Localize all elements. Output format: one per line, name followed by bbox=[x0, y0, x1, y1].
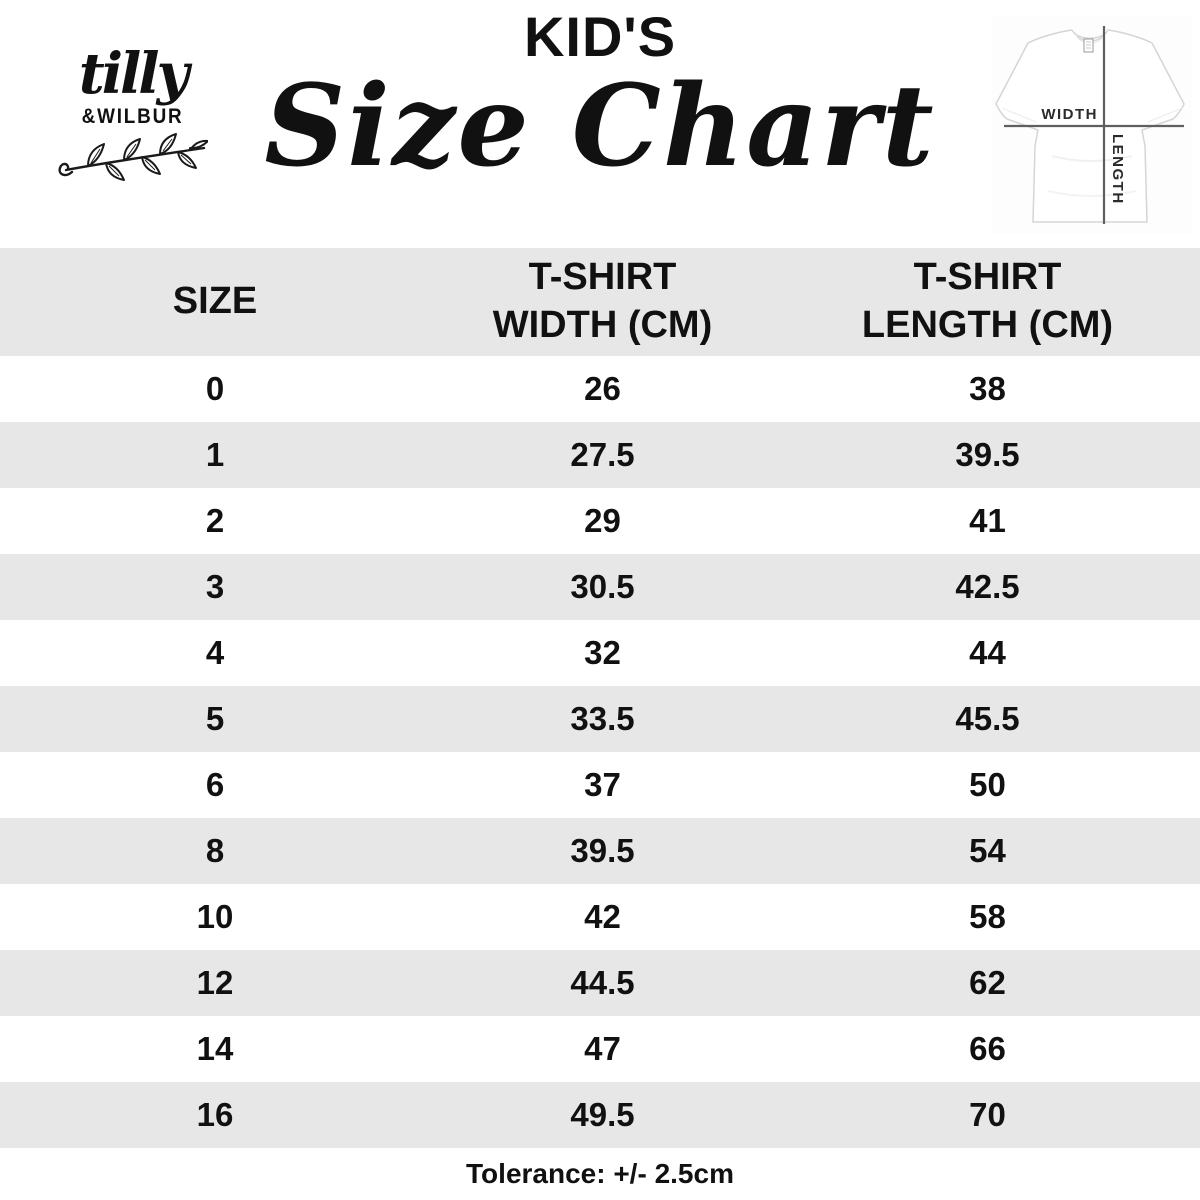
brand-name-script: tilly bbox=[78, 41, 189, 107]
table-row: 16 49.5 70 bbox=[0, 1082, 1200, 1148]
table-cell: 14 bbox=[196, 1030, 234, 1067]
column-header-size: SIZE bbox=[0, 248, 430, 356]
table-row: 3 30.5 42.5 bbox=[0, 554, 1200, 620]
table-cell: 45.5 bbox=[775, 686, 1200, 752]
table-row: 2 29 41 bbox=[0, 488, 1200, 554]
page-title: Size Chart bbox=[264, 60, 936, 192]
table-row: 6 37 50 bbox=[0, 752, 1200, 818]
table-cell: 10 bbox=[196, 898, 234, 935]
table-cell: 44 bbox=[969, 634, 1006, 671]
table-row: 12 44.5 62 bbox=[0, 950, 1200, 1016]
tshirt-measurement-diagram: WIDTH LENGTH bbox=[992, 16, 1192, 234]
table-cell: 8 bbox=[0, 818, 430, 884]
table-cell: 3 bbox=[0, 554, 430, 620]
table-cell: 1 bbox=[0, 422, 430, 488]
table-cell: 37 bbox=[584, 766, 621, 803]
table-row: 5 33.5 45.5 bbox=[0, 686, 1200, 752]
table-row: 0 26 38 bbox=[0, 356, 1200, 422]
size-table-body: 0 26 38 1 27.5 39.5 2 29 41 3 30.5 42.5 4 32 44 5 33.5 45… bbox=[0, 356, 1200, 1148]
table-cell: 44.5 bbox=[430, 950, 775, 1016]
table-row: 14 47 66 bbox=[0, 1016, 1200, 1082]
table-cell: 26 bbox=[584, 370, 621, 407]
table-cell: 42 bbox=[584, 898, 621, 935]
table-cell: 33.5 bbox=[430, 686, 775, 752]
table-cell: 49.5 bbox=[430, 1082, 775, 1148]
table-cell: 12 bbox=[0, 950, 430, 1016]
length-label: LENGTH bbox=[1109, 134, 1126, 205]
table-cell: 62 bbox=[775, 950, 1200, 1016]
neck-label bbox=[1083, 38, 1094, 53]
table-cell: 58 bbox=[969, 898, 1006, 935]
table-row: 8 39.5 54 bbox=[0, 818, 1200, 884]
table-cell: 41 bbox=[969, 502, 1006, 539]
table-cell: 47 bbox=[584, 1030, 621, 1067]
table-cell: 0 bbox=[205, 370, 225, 407]
column-header-width: T-SHIRT WIDTH (CM) bbox=[430, 248, 775, 356]
table-cell: 30.5 bbox=[430, 554, 775, 620]
table-cell: 66 bbox=[969, 1030, 1006, 1067]
table-row: 10 42 58 bbox=[0, 884, 1200, 950]
column-header-length: T-SHIRT LENGTH (CM) bbox=[775, 248, 1200, 356]
table-cell: 50 bbox=[969, 766, 1006, 803]
table-row: 1 27.5 39.5 bbox=[0, 422, 1200, 488]
title-kicker: KID'S bbox=[523, 5, 677, 68]
table-row: 4 32 44 bbox=[0, 620, 1200, 686]
table-cell: 39.5 bbox=[430, 818, 775, 884]
page-title-block: KID'S Size Chart bbox=[0, 6, 1200, 185]
brand-name-caps: &WILBUR bbox=[81, 105, 184, 128]
laurel-branch-icon bbox=[57, 133, 208, 181]
table-cell: 27.5 bbox=[430, 422, 775, 488]
table-cell: 16 bbox=[0, 1082, 430, 1148]
table-cell: 29 bbox=[584, 502, 621, 539]
tolerance-note: Tolerance: +/- 2.5cm bbox=[466, 1158, 734, 1189]
table-cell: 5 bbox=[0, 686, 430, 752]
header-row: SIZE T-SHIRT WIDTH (CM) T-SHIRT LENGTH (… bbox=[0, 248, 1200, 356]
table-cell: 42.5 bbox=[775, 554, 1200, 620]
table-cell: 4 bbox=[205, 634, 225, 671]
table-cell: 2 bbox=[205, 502, 225, 539]
table-cell: 6 bbox=[205, 766, 225, 803]
brand-logo: tilly &WILBUR bbox=[50, 46, 215, 188]
size-table-header: SIZE T-SHIRT WIDTH (CM) T-SHIRT LENGTH (… bbox=[0, 248, 1200, 356]
table-cell: 54 bbox=[775, 818, 1200, 884]
table-cell: 38 bbox=[969, 370, 1006, 407]
table-cell: 32 bbox=[584, 634, 621, 671]
table-cell: 70 bbox=[775, 1082, 1200, 1148]
size-table: SIZE T-SHIRT WIDTH (CM) T-SHIRT LENGTH (… bbox=[0, 248, 1200, 1148]
table-cell: 39.5 bbox=[775, 422, 1200, 488]
width-label: WIDTH bbox=[1041, 106, 1098, 123]
